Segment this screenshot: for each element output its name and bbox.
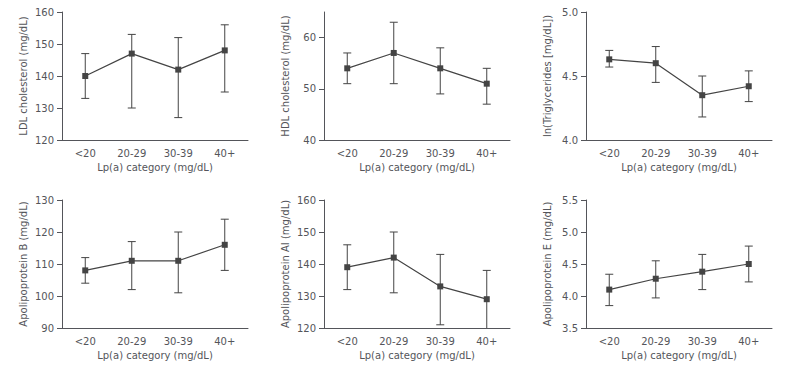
svg-text:90: 90 (41, 323, 54, 334)
svg-text:Apolipoprotein AI (mg/dL): Apolipoprotein AI (mg/dL) (280, 200, 291, 328)
svg-text:Lp(a) category (mg/dL): Lp(a) category (mg/dL) (359, 350, 475, 361)
svg-text:110: 110 (35, 259, 54, 270)
svg-text:Lp(a) category (mg/dL): Lp(a) category (mg/dL) (621, 162, 737, 173)
svg-text:160: 160 (297, 195, 316, 206)
svg-text:130: 130 (35, 103, 54, 114)
svg-text:160: 160 (35, 7, 54, 18)
svg-text:3.5: 3.5 (562, 323, 578, 334)
svg-text:20-29: 20-29 (379, 336, 408, 347)
svg-text:<20: <20 (599, 336, 620, 347)
svg-text:5.0: 5.0 (562, 7, 578, 18)
svg-text:4.5: 4.5 (562, 259, 578, 270)
svg-text:Lp(a) category (mg/dL): Lp(a) category (mg/dL) (97, 350, 213, 361)
svg-text:30-39: 30-39 (688, 336, 717, 347)
svg-text:100: 100 (35, 291, 54, 302)
svg-text:120: 120 (35, 227, 54, 238)
svg-text:40+: 40+ (476, 336, 497, 347)
svg-text:20-29: 20-29 (117, 336, 146, 347)
svg-text:40+: 40+ (738, 336, 759, 347)
svg-text:130: 130 (35, 195, 54, 206)
svg-text:<20: <20 (337, 148, 358, 159)
svg-text:40: 40 (303, 135, 316, 146)
svg-text:Lp(a) category (mg/dL): Lp(a) category (mg/dL) (621, 350, 737, 361)
svg-text:150: 150 (35, 39, 54, 50)
svg-text:30-39: 30-39 (688, 148, 717, 159)
svg-text:120: 120 (35, 135, 54, 146)
svg-text:40+: 40+ (738, 148, 759, 159)
svg-text:Lp(a) category (mg/dL): Lp(a) category (mg/dL) (359, 162, 475, 173)
svg-text:Apolipoprotein B (mg/dL): Apolipoprotein B (mg/dL) (18, 201, 29, 326)
svg-text:40+: 40+ (476, 148, 497, 159)
svg-text:140: 140 (35, 71, 54, 82)
svg-text:HDL cholesterol (mg/dL): HDL cholesterol (mg/dL) (280, 15, 291, 136)
svg-text:<20: <20 (599, 148, 620, 159)
svg-text:30-39: 30-39 (164, 336, 193, 347)
svg-text:ln(Triglycerides [mg/dL]): ln(Triglycerides [mg/dL]) (542, 15, 553, 137)
svg-text:130: 130 (297, 291, 316, 302)
svg-text:20-29: 20-29 (379, 148, 408, 159)
svg-text:20-29: 20-29 (117, 148, 146, 159)
svg-text:40+: 40+ (214, 148, 235, 159)
svg-text:50: 50 (303, 83, 316, 94)
svg-text:20-29: 20-29 (641, 336, 670, 347)
svg-text:30-39: 30-39 (426, 336, 455, 347)
svg-text:<20: <20 (75, 148, 96, 159)
svg-text:Lp(a) category (mg/dL): Lp(a) category (mg/dL) (97, 162, 213, 173)
svg-text:140: 140 (297, 259, 316, 270)
svg-text:4.0: 4.0 (562, 135, 578, 146)
svg-text:5.5: 5.5 (562, 195, 578, 206)
svg-text:60: 60 (303, 32, 316, 43)
svg-text:LDL cholesterol (mg/dL): LDL cholesterol (mg/dL) (18, 16, 29, 135)
svg-text:Apolipoprotein E (mg/dL): Apolipoprotein E (mg/dL) (542, 202, 553, 327)
svg-text:30-39: 30-39 (426, 148, 455, 159)
svg-text:40+: 40+ (214, 336, 235, 347)
svg-text:30-39: 30-39 (164, 148, 193, 159)
svg-text:<20: <20 (337, 336, 358, 347)
svg-text:<20: <20 (75, 336, 96, 347)
svg-text:120: 120 (297, 323, 316, 334)
svg-text:150: 150 (297, 227, 316, 238)
svg-text:5.0: 5.0 (562, 227, 578, 238)
svg-text:4.5: 4.5 (562, 71, 578, 82)
svg-text:4.0: 4.0 (562, 291, 578, 302)
svg-text:20-29: 20-29 (641, 148, 670, 159)
